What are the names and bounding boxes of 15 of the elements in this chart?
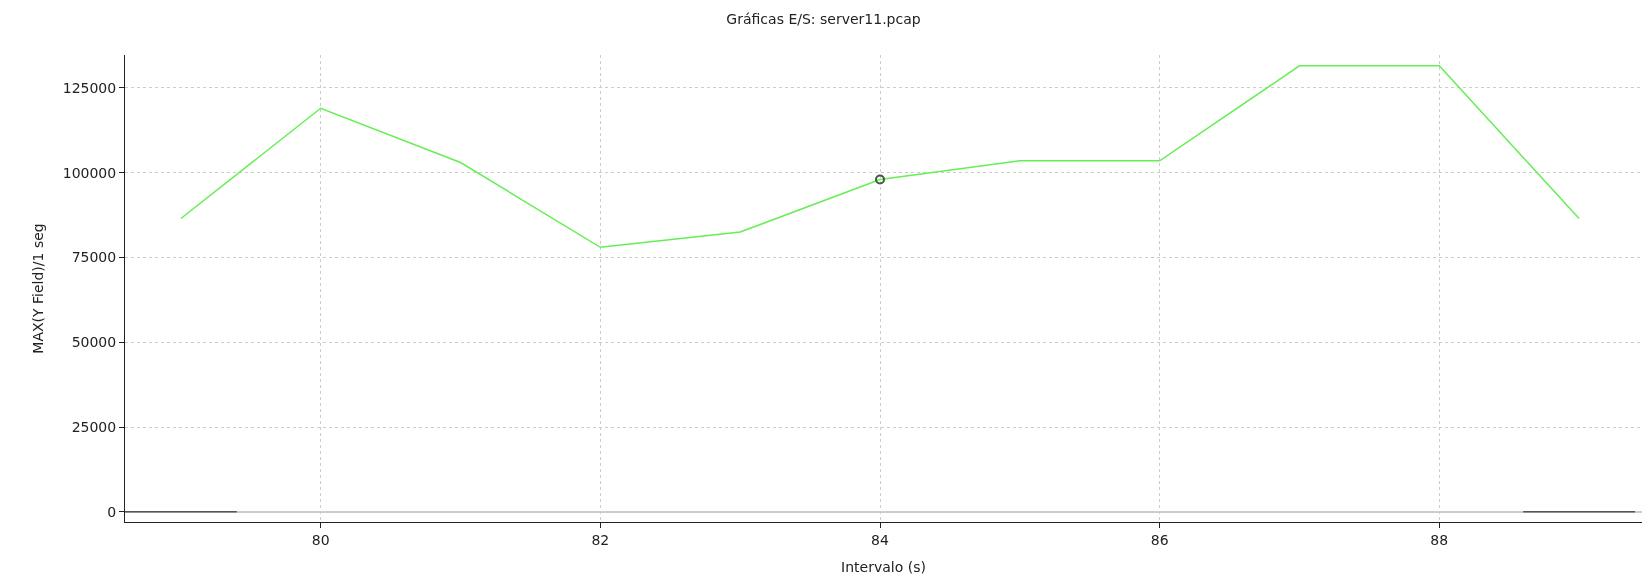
- x-tick-label: 88: [1430, 531, 1449, 548]
- y-tick-label: 50000: [71, 334, 117, 351]
- chart-title: Gráficas E/S: server11.pcap: [726, 11, 921, 28]
- y-tick-label: 125000: [62, 79, 117, 96]
- x-tick-label: 84: [871, 531, 889, 548]
- x-tick-label: 80: [311, 531, 330, 548]
- x-axis-title: Intervalo (s): [841, 559, 926, 576]
- x-tick-label: 86: [1150, 531, 1169, 548]
- y-tick-label: 0: [107, 503, 117, 520]
- y-tick-label: 100000: [62, 164, 117, 181]
- line-series: [180, 65, 1580, 249]
- y-tick-label: 25000: [71, 418, 117, 435]
- y-tick-label: 75000: [71, 249, 117, 266]
- x-tick-label: 82: [591, 531, 610, 548]
- y-axis-title: MAX(Y Field)/1 seg: [30, 223, 47, 354]
